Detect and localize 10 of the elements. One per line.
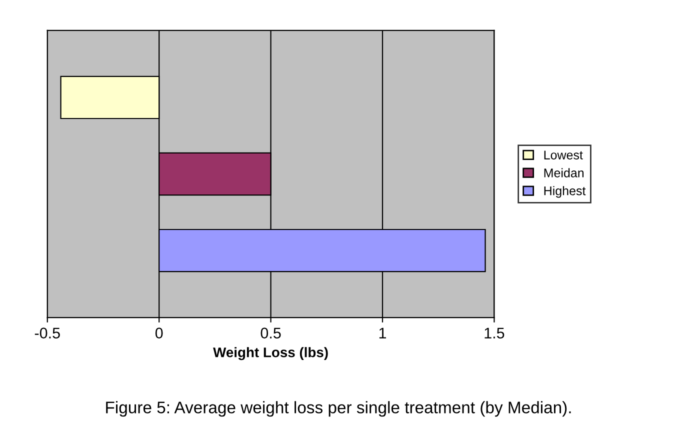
x-tick-label: 0 [155, 328, 163, 338]
x-tick-label: 0.5 [260, 328, 281, 338]
legend-label: Highest [544, 186, 586, 198]
legend-label: Lowest [544, 150, 583, 160]
legend-label: Meidan [544, 168, 584, 178]
x-tick-label: 1 [379, 328, 386, 338]
x-tick-label: -0.5 [34, 328, 60, 338]
x-tick-label: 1.5 [484, 328, 504, 338]
caption: Figure 5: Average weight loss per single treatment (by Median). [106, 401, 571, 417]
x-axis-title: Weight Loss (lbs) [213, 347, 328, 360]
